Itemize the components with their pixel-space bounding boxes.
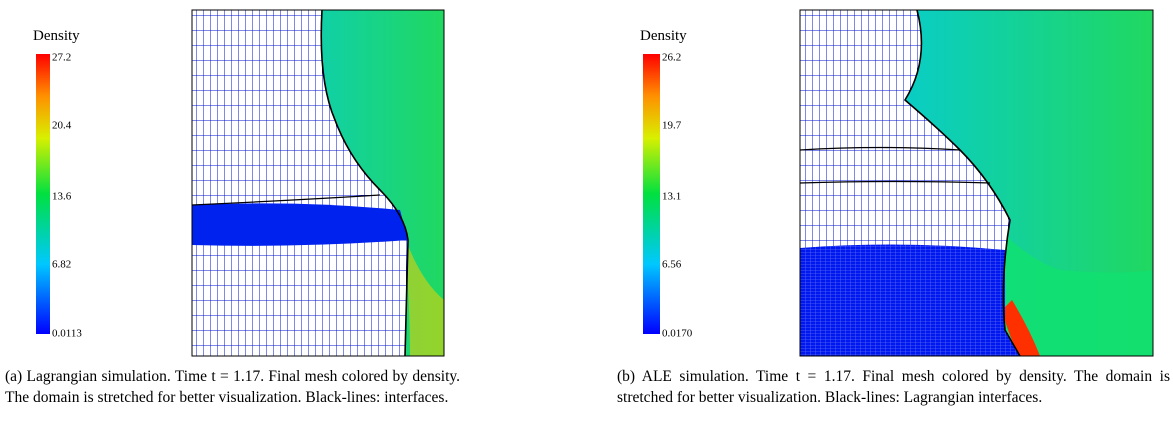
- colorbar: [36, 54, 50, 334]
- colorbar-tick: 26.2: [662, 52, 681, 64]
- caption: (a) Lagrangian simulation. Time t = 1.17…: [5, 366, 460, 408]
- colorbar-tick: 0.0170: [662, 328, 693, 340]
- figure-graphics: Density 27.2 20.4 13.6 6.82 0.0113 Densi…: [0, 0, 1173, 365]
- mesh-image: [192, 10, 444, 356]
- mesh-image: [800, 10, 1153, 356]
- colorbar-tick: 6.56: [662, 259, 682, 271]
- colorbar-tick: 27.2: [52, 52, 71, 64]
- colorbar-tick: 19.7: [662, 120, 682, 132]
- figure: Density 27.2 20.4 13.6 6.82 0.0113 Densi…: [0, 0, 1173, 439]
- caption: (b) ALE simulation. Time t = 1.17. Final…: [617, 366, 1170, 408]
- colorbar-title: Density: [640, 28, 687, 44]
- colorbar-tick: 20.4: [52, 120, 72, 132]
- colorbar: [643, 54, 660, 334]
- colorbar-tick: 13.1: [662, 191, 681, 203]
- colorbar-title: Density: [33, 28, 80, 44]
- colorbar-tick: 6.82: [52, 259, 71, 271]
- colorbar-tick: 13.6: [52, 191, 72, 203]
- colorbar-tick: 0.0113: [52, 328, 82, 340]
